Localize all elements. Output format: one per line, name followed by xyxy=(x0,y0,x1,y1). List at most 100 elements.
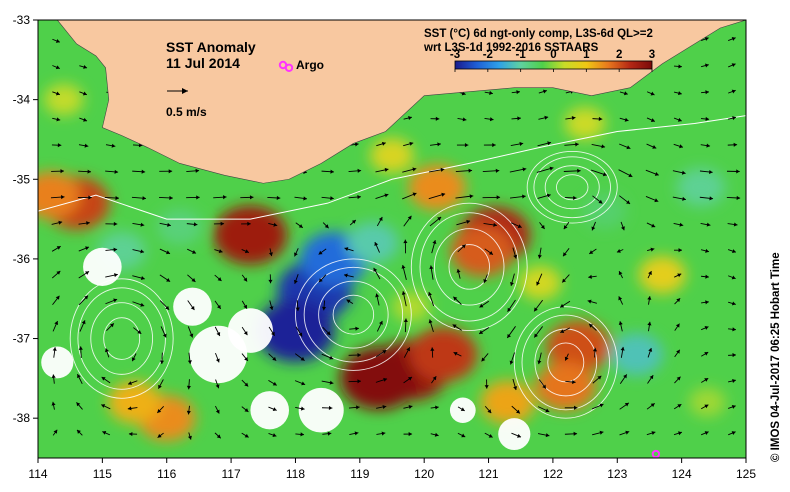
current-vector-head xyxy=(169,195,173,200)
current-vector-head xyxy=(435,116,440,121)
current-vector-head xyxy=(648,271,652,276)
current-vector-head xyxy=(300,406,305,411)
current-vector-head xyxy=(191,278,196,282)
current-vector-head xyxy=(81,320,86,325)
current-vector-head xyxy=(704,352,709,356)
current-vector-head xyxy=(55,65,60,70)
current-vector-head xyxy=(330,196,334,201)
no-data-patch xyxy=(41,346,74,379)
current-vector-head xyxy=(434,432,439,437)
current-vector-head xyxy=(300,356,305,361)
current-vector-head xyxy=(479,330,484,334)
current-vector-head xyxy=(131,357,136,362)
current-vector-head xyxy=(430,347,435,351)
velocity-scale: 0.5 m/s xyxy=(166,88,207,119)
current-vector-head xyxy=(628,173,633,178)
latitude-tick-label: -38 xyxy=(13,411,31,425)
current-vector-head xyxy=(492,142,496,148)
anomaly-patch xyxy=(518,265,562,300)
current-vector-head xyxy=(343,273,348,278)
current-vector-head xyxy=(706,143,711,148)
current-vector-head xyxy=(650,91,655,96)
current-vector-head xyxy=(493,222,497,227)
current-vector-head xyxy=(618,296,623,301)
current-vector-head xyxy=(357,379,361,384)
current-vector-head xyxy=(487,409,492,414)
current-vector-head xyxy=(195,168,200,173)
argo-legend-marker xyxy=(278,60,288,70)
current-vector-head xyxy=(276,195,281,200)
argo-float-marker xyxy=(651,449,661,458)
current-vector-head xyxy=(187,435,192,440)
current-vector-head xyxy=(537,360,542,365)
current-vector-head xyxy=(382,350,387,354)
current-vector-head xyxy=(705,90,709,95)
current-vector-head xyxy=(509,282,514,286)
latitude-tick-label: -34 xyxy=(13,93,31,107)
current-vector-head xyxy=(157,433,162,438)
longitude-tick-label: 118 xyxy=(286,467,305,481)
current-vector-head xyxy=(375,293,380,298)
current-vector-head xyxy=(676,298,681,303)
current-vector-head xyxy=(301,381,306,386)
latitude-axis: -33 -34 -35 -36 -37 -38 xyxy=(13,13,38,425)
current-vector-head xyxy=(652,145,657,149)
current-vector-head xyxy=(113,221,118,227)
current-vector-head xyxy=(84,143,89,148)
colorbar-ticks: -3 -2 -1 0 1 2 3 xyxy=(450,49,655,72)
current-vector-head xyxy=(681,170,686,175)
current-vector-head xyxy=(105,348,109,353)
contour-ring xyxy=(434,228,505,306)
current-vector-head xyxy=(496,195,501,200)
colorbar-tick-label: -1 xyxy=(516,49,527,61)
colorbar-tick-label: 0 xyxy=(550,49,556,61)
current-vector-head xyxy=(318,250,323,255)
current-vectors xyxy=(50,36,741,440)
current-vector-head xyxy=(676,349,680,354)
current-vector-head xyxy=(56,246,61,250)
current-vector-head xyxy=(731,275,736,280)
current-vector-head xyxy=(677,273,682,278)
current-vector-head xyxy=(51,401,56,406)
current-vector-head xyxy=(468,168,473,173)
current-vector-head xyxy=(78,346,83,350)
current-vector-head xyxy=(243,277,248,282)
current-vector-head xyxy=(85,246,89,251)
current-vector-head xyxy=(705,274,709,279)
current-vector-head xyxy=(412,192,417,197)
current-vector-head xyxy=(466,219,471,224)
current-vector-head xyxy=(324,224,329,229)
current-vector-head xyxy=(357,194,361,200)
current-vector-head xyxy=(601,144,606,149)
longitude-tick-label: 124 xyxy=(672,467,692,481)
current-vector-head xyxy=(220,221,225,226)
anomaly-patch xyxy=(256,299,335,362)
current-vector-head xyxy=(540,224,545,229)
current-vector-head xyxy=(140,249,145,254)
current-vector-head xyxy=(650,247,655,252)
current-vector-head xyxy=(329,380,334,385)
current-vector-head xyxy=(269,306,274,311)
current-vector-head xyxy=(216,332,221,336)
contour-ring xyxy=(521,314,610,411)
current-vector-head xyxy=(272,407,277,412)
current-vector-head xyxy=(60,169,64,174)
longitude-tick-label: 121 xyxy=(479,467,499,481)
latitude-tick-label: -33 xyxy=(13,13,31,27)
current-vector-head xyxy=(560,329,565,333)
current-vector-head xyxy=(271,331,275,336)
current-vector-head xyxy=(379,320,383,325)
current-vector-head xyxy=(326,331,331,336)
current-vector-head xyxy=(109,323,114,328)
colorbar-tick-label: -3 xyxy=(450,49,460,61)
current-vector-head xyxy=(432,240,437,245)
longitude-tick-label: 115 xyxy=(93,467,112,481)
current-vector-head xyxy=(381,141,386,146)
current-vector-head xyxy=(167,222,171,227)
current-vector-head xyxy=(731,404,736,409)
current-vector-head xyxy=(489,90,493,95)
no-data-patch xyxy=(250,391,290,430)
anomaly-patch xyxy=(408,164,466,211)
current-vector-head xyxy=(626,145,631,150)
